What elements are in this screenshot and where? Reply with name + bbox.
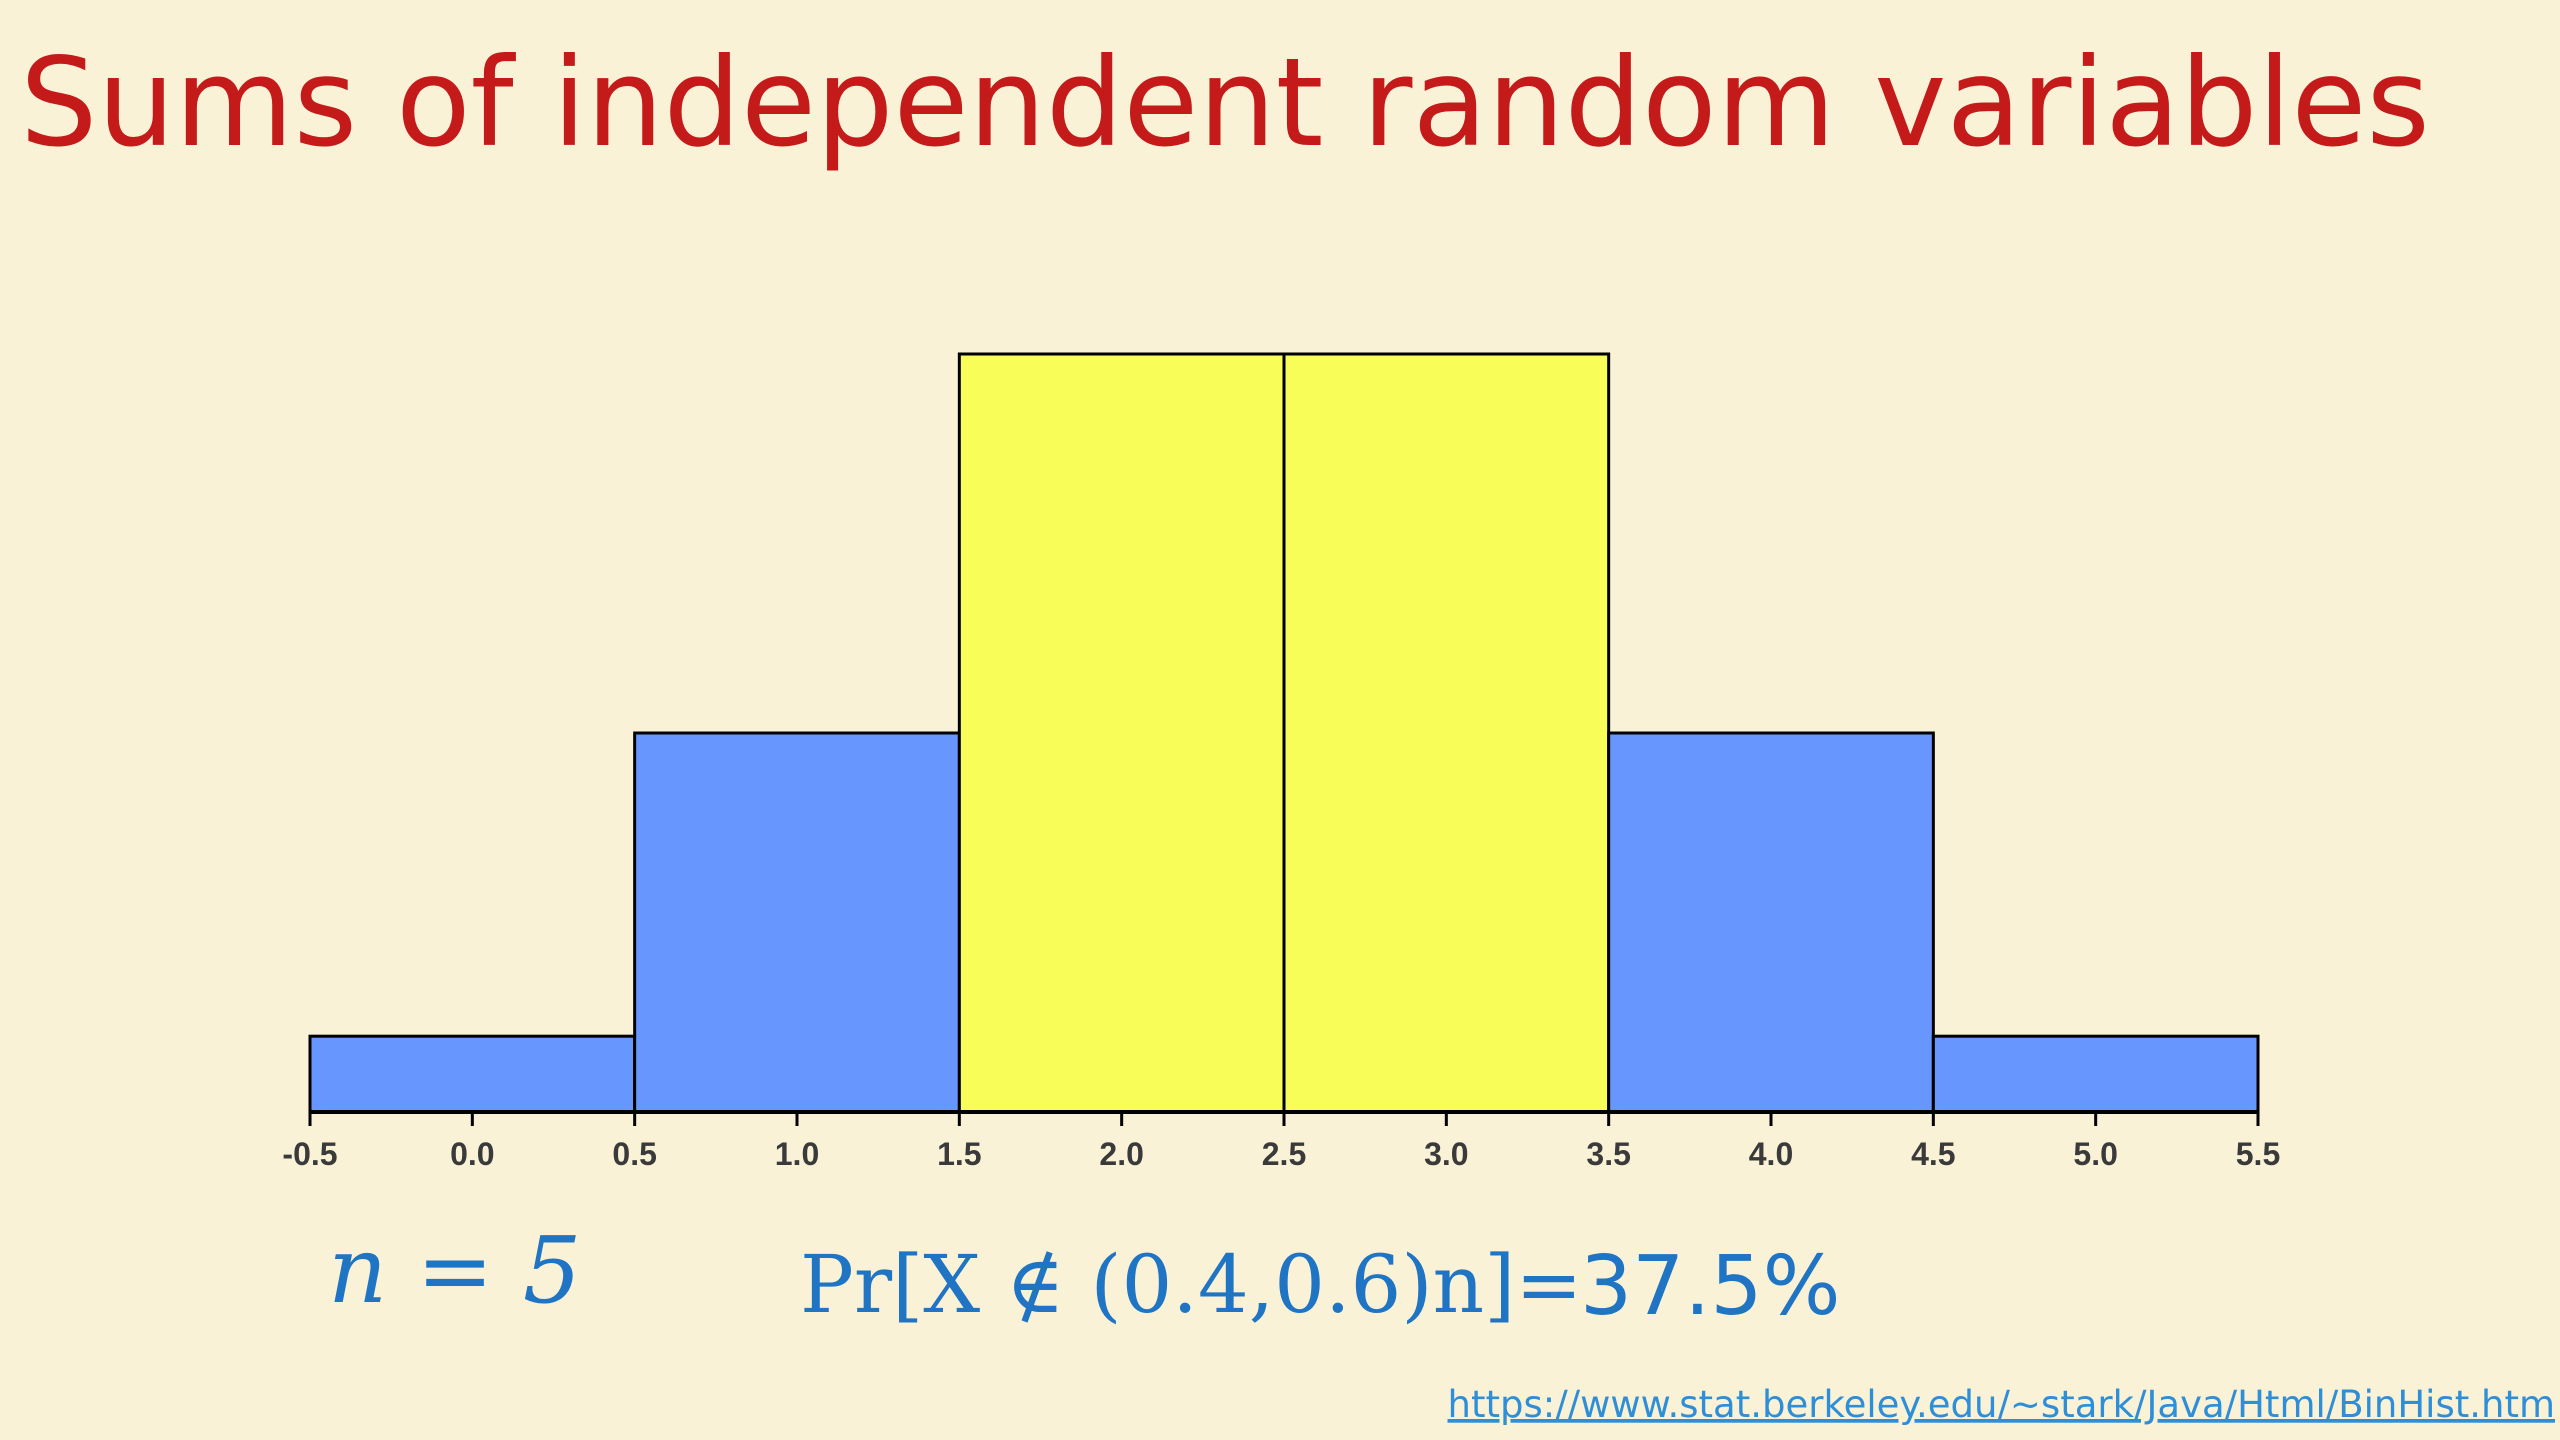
x-tick-label: 1.0 [775,1136,819,1172]
x-tick-label: -0.5 [282,1136,337,1172]
bar [308,1034,637,1114]
source-link[interactable]: https://www.stat.berkeley.edu/~stark/Jav… [1448,1383,2556,1426]
probability-value: 37.5% [1580,1239,1841,1334]
bar [633,731,961,1114]
x-tick-label: 5.0 [2073,1136,2117,1172]
x-tick-label: 4.0 [1749,1136,1793,1172]
x-tick-label: 0.5 [612,1136,656,1172]
slide-title: Sums of independent random variables [20,32,2430,174]
probability-label: Pr[X ∉ (0.4,0.6)n]= [800,1238,1582,1331]
x-tick-label: 5.5 [2236,1136,2280,1172]
bar [1931,1034,2260,1114]
x-tick-label: 0.0 [450,1136,494,1172]
x-tick-label: 3.5 [1586,1136,1630,1172]
x-tick-label: 2.5 [1262,1136,1306,1172]
x-tick-label: 4.5 [1911,1136,1955,1172]
bar [1607,731,1935,1114]
x-tick-label: 2.0 [1099,1136,1143,1172]
bar [957,352,1286,1114]
bar [1282,352,1611,1114]
x-tick-label: 1.5 [937,1136,981,1172]
x-tick-label: 3.0 [1424,1136,1468,1172]
histogram: -0.5 0.0 0.5 1.0 1.5 2.0 2.5 3.0 3.5 4.0 4.5 5.0 5.5 [282,352,2280,1172]
n-label: n = 5 [328,1217,581,1324]
